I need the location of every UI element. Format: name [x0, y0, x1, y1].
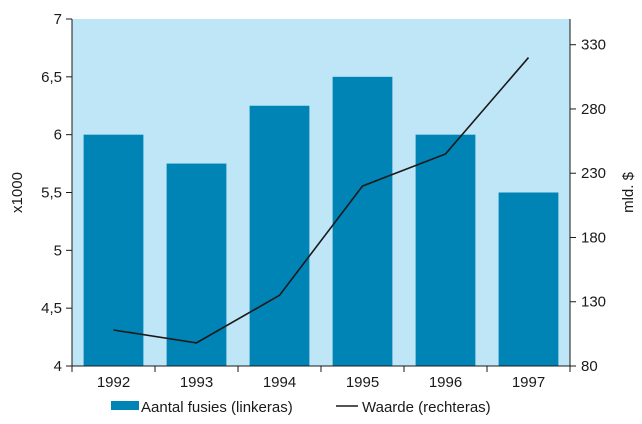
- bar-1993: [166, 163, 227, 366]
- y-tick-label-left: 4: [54, 358, 62, 375]
- x-tick-label: 1996: [429, 374, 462, 391]
- y-tick-label-left: 6,5: [41, 69, 62, 86]
- legend: Aantal fusies (linkeras) Waarde (rechter…: [111, 399, 491, 416]
- x-tick-label: 1992: [97, 374, 130, 391]
- legend-swatch-bar: [111, 401, 139, 410]
- bar-1995: [332, 76, 393, 366]
- tick-labels: 4 4,5 5 5,5 6 6,5 7 80 130 180 230 280 330 1992 1993 19…: [41, 11, 606, 391]
- x-tick-label: 1993: [180, 374, 213, 391]
- bars: [83, 76, 559, 366]
- y-axis-label-left: x1000: [9, 172, 26, 213]
- y-tick-label-right: 130: [581, 294, 606, 311]
- y-tick-label-right: 80: [581, 358, 598, 375]
- bar-1996: [415, 134, 476, 366]
- x-tick-label: 1994: [263, 374, 296, 391]
- y-tick-label-right: 280: [581, 101, 606, 118]
- y-tick-label-left: 7: [54, 11, 62, 28]
- series-line-waarde: [113, 57, 530, 344]
- y-tick-label-left: 4,5: [41, 300, 62, 317]
- y-tick-label-left: 6: [54, 127, 62, 144]
- x-tick-label: 1997: [512, 374, 545, 391]
- y-tick-label-right: 180: [581, 229, 606, 246]
- legend-label-waarde: Waarde (rechteras): [362, 399, 491, 416]
- x-tick-label: 1995: [346, 374, 379, 391]
- y-tick-label-right: 230: [581, 165, 606, 182]
- axes: [66, 18, 576, 372]
- y-tick-label-right: 330: [581, 37, 606, 54]
- bar-1997: [498, 192, 559, 366]
- plot-area: [72, 19, 570, 366]
- bar-1992: [83, 134, 144, 366]
- y-axis-label-right: mld. $: [620, 171, 637, 213]
- bar-1994: [249, 105, 310, 366]
- legend-label-aantal-fusies: Aantal fusies (linkeras): [141, 399, 293, 416]
- y-tick-label-left: 5: [54, 242, 62, 259]
- y-tick-label-left: 5,5: [41, 185, 62, 202]
